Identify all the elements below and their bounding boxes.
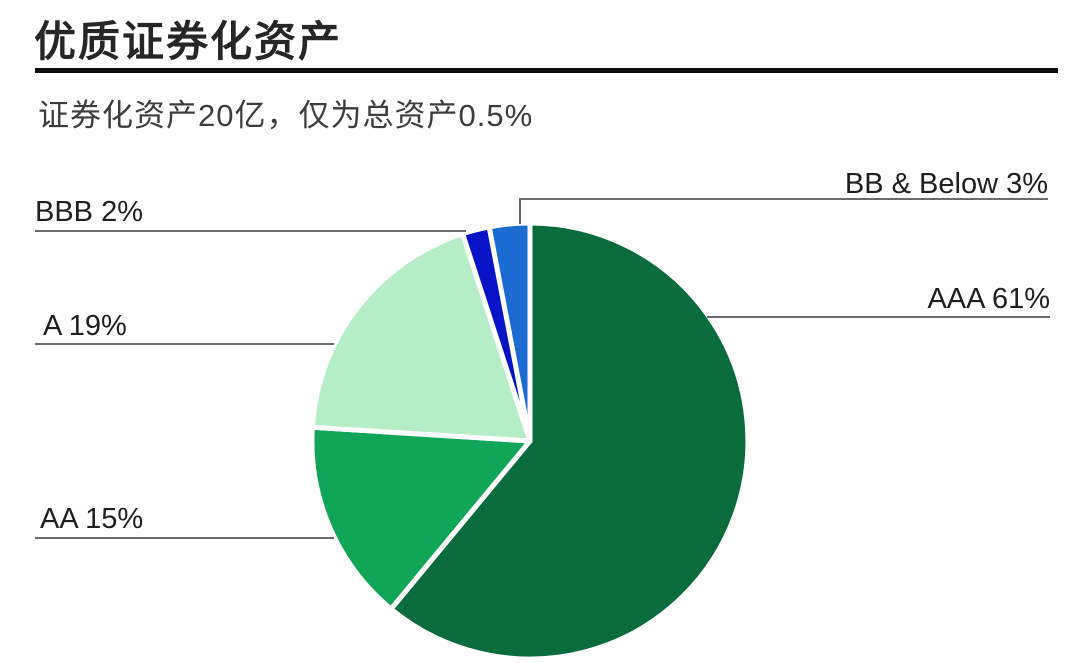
pie-slice-bb-below — [486, 220, 533, 444]
slice-label-bb-below: BB & Below 3% — [844, 168, 1048, 200]
slice-label-aa: AA 15% — [40, 503, 144, 535]
leader-line-bb-below — [519, 198, 1048, 224]
slice-label-aaa: AAA 61% — [927, 283, 1050, 315]
title-underline-rule — [35, 68, 1058, 73]
slice-label-a: A 19% — [43, 310, 127, 342]
slice-label-bbb: BBB 2% — [35, 196, 143, 228]
pie-slice-aa — [309, 424, 533, 612]
page-title: 优质证券化资产 — [34, 18, 343, 65]
pie-slices — [309, 220, 751, 662]
pie-slice-a — [309, 231, 533, 444]
page-subtitle: 证券化资产20亿，仅为总资产0.5% — [38, 98, 534, 133]
pie-slice-aaa — [388, 220, 751, 662]
